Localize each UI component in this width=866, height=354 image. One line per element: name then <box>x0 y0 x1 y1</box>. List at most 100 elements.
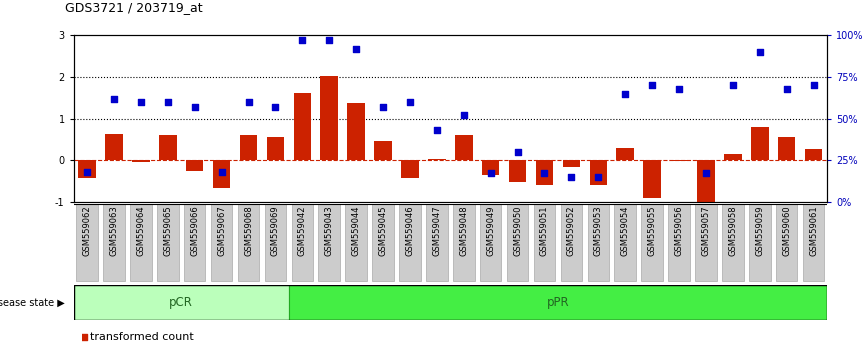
Bar <box>697 160 714 204</box>
Point <box>699 171 713 176</box>
FancyBboxPatch shape <box>289 285 827 320</box>
Text: GSM559055: GSM559055 <box>648 205 656 256</box>
Bar <box>159 135 177 160</box>
Point <box>565 174 578 180</box>
Text: GSM559065: GSM559065 <box>164 205 172 256</box>
Text: GSM559044: GSM559044 <box>352 205 360 256</box>
Point <box>107 96 121 102</box>
Bar <box>509 160 527 182</box>
Point <box>215 169 229 175</box>
Bar <box>267 137 284 160</box>
FancyBboxPatch shape <box>587 204 609 281</box>
Text: GSM559042: GSM559042 <box>298 205 307 256</box>
Bar <box>428 159 446 160</box>
FancyBboxPatch shape <box>722 204 744 281</box>
Text: GSM559054: GSM559054 <box>621 205 630 256</box>
Point <box>672 86 686 91</box>
FancyBboxPatch shape <box>426 204 448 281</box>
Text: pCR: pCR <box>170 296 193 309</box>
Bar <box>778 137 795 160</box>
Bar <box>455 135 473 160</box>
Point <box>134 99 148 105</box>
FancyBboxPatch shape <box>560 204 582 281</box>
FancyBboxPatch shape <box>399 204 421 281</box>
Bar <box>106 135 123 160</box>
Bar <box>294 93 311 160</box>
Text: GDS3721 / 203719_at: GDS3721 / 203719_at <box>65 1 203 14</box>
Bar <box>213 160 230 188</box>
Bar <box>643 160 661 198</box>
Point <box>618 91 632 97</box>
Bar <box>240 135 257 160</box>
Text: GSM559051: GSM559051 <box>540 205 549 256</box>
Bar <box>670 160 688 161</box>
Text: GSM559067: GSM559067 <box>217 205 226 256</box>
Text: GSM559057: GSM559057 <box>701 205 710 256</box>
Point <box>457 113 471 118</box>
FancyBboxPatch shape <box>695 204 717 281</box>
Point <box>376 104 390 110</box>
Point <box>806 82 820 88</box>
Bar <box>401 160 418 178</box>
FancyBboxPatch shape <box>776 204 798 281</box>
Point <box>753 49 766 55</box>
Point <box>264 79 278 84</box>
Bar <box>186 160 204 171</box>
Text: GSM559063: GSM559063 <box>109 205 119 256</box>
Point <box>349 46 363 52</box>
Point <box>403 99 417 105</box>
Text: GSM559050: GSM559050 <box>513 205 522 256</box>
Bar <box>320 76 338 160</box>
Text: GSM559059: GSM559059 <box>755 205 765 256</box>
Point <box>188 104 202 110</box>
Point <box>779 86 793 91</box>
Text: GSM559068: GSM559068 <box>244 205 253 256</box>
FancyBboxPatch shape <box>76 204 98 281</box>
Text: pPR: pPR <box>546 296 569 309</box>
FancyBboxPatch shape <box>74 285 289 320</box>
FancyBboxPatch shape <box>749 204 771 281</box>
FancyBboxPatch shape <box>372 204 394 281</box>
FancyBboxPatch shape <box>803 204 824 281</box>
FancyBboxPatch shape <box>184 204 205 281</box>
Point <box>242 99 255 105</box>
FancyBboxPatch shape <box>669 204 690 281</box>
Point <box>295 38 309 43</box>
Text: disease state ▶: disease state ▶ <box>0 298 65 308</box>
Text: GSM559045: GSM559045 <box>378 205 388 256</box>
Bar <box>724 154 741 160</box>
Text: GSM559049: GSM559049 <box>486 205 495 256</box>
FancyBboxPatch shape <box>210 204 232 281</box>
FancyBboxPatch shape <box>130 204 152 281</box>
Text: GSM559053: GSM559053 <box>594 205 603 256</box>
Point <box>538 171 552 176</box>
Text: GSM559052: GSM559052 <box>567 205 576 256</box>
FancyBboxPatch shape <box>157 204 178 281</box>
Point <box>645 82 659 88</box>
FancyBboxPatch shape <box>319 204 340 281</box>
FancyBboxPatch shape <box>480 204 501 281</box>
Point <box>81 169 94 175</box>
Bar <box>78 160 96 178</box>
Point <box>591 174 605 180</box>
Point <box>161 99 175 105</box>
Text: GSM559060: GSM559060 <box>782 205 792 256</box>
Point <box>322 38 336 43</box>
Bar <box>590 160 607 185</box>
Point <box>264 273 278 279</box>
Bar <box>374 141 391 160</box>
Bar <box>805 149 823 160</box>
FancyBboxPatch shape <box>453 204 475 281</box>
Point <box>726 82 740 88</box>
FancyBboxPatch shape <box>346 204 367 281</box>
FancyBboxPatch shape <box>615 204 636 281</box>
Bar <box>563 160 580 167</box>
Bar <box>617 148 634 160</box>
Point <box>484 171 498 176</box>
Text: transformed count: transformed count <box>90 332 194 342</box>
Text: GSM559043: GSM559043 <box>325 205 333 256</box>
Bar <box>347 103 365 160</box>
Point <box>511 149 525 155</box>
Text: GSM559048: GSM559048 <box>459 205 469 256</box>
Bar <box>536 160 553 185</box>
